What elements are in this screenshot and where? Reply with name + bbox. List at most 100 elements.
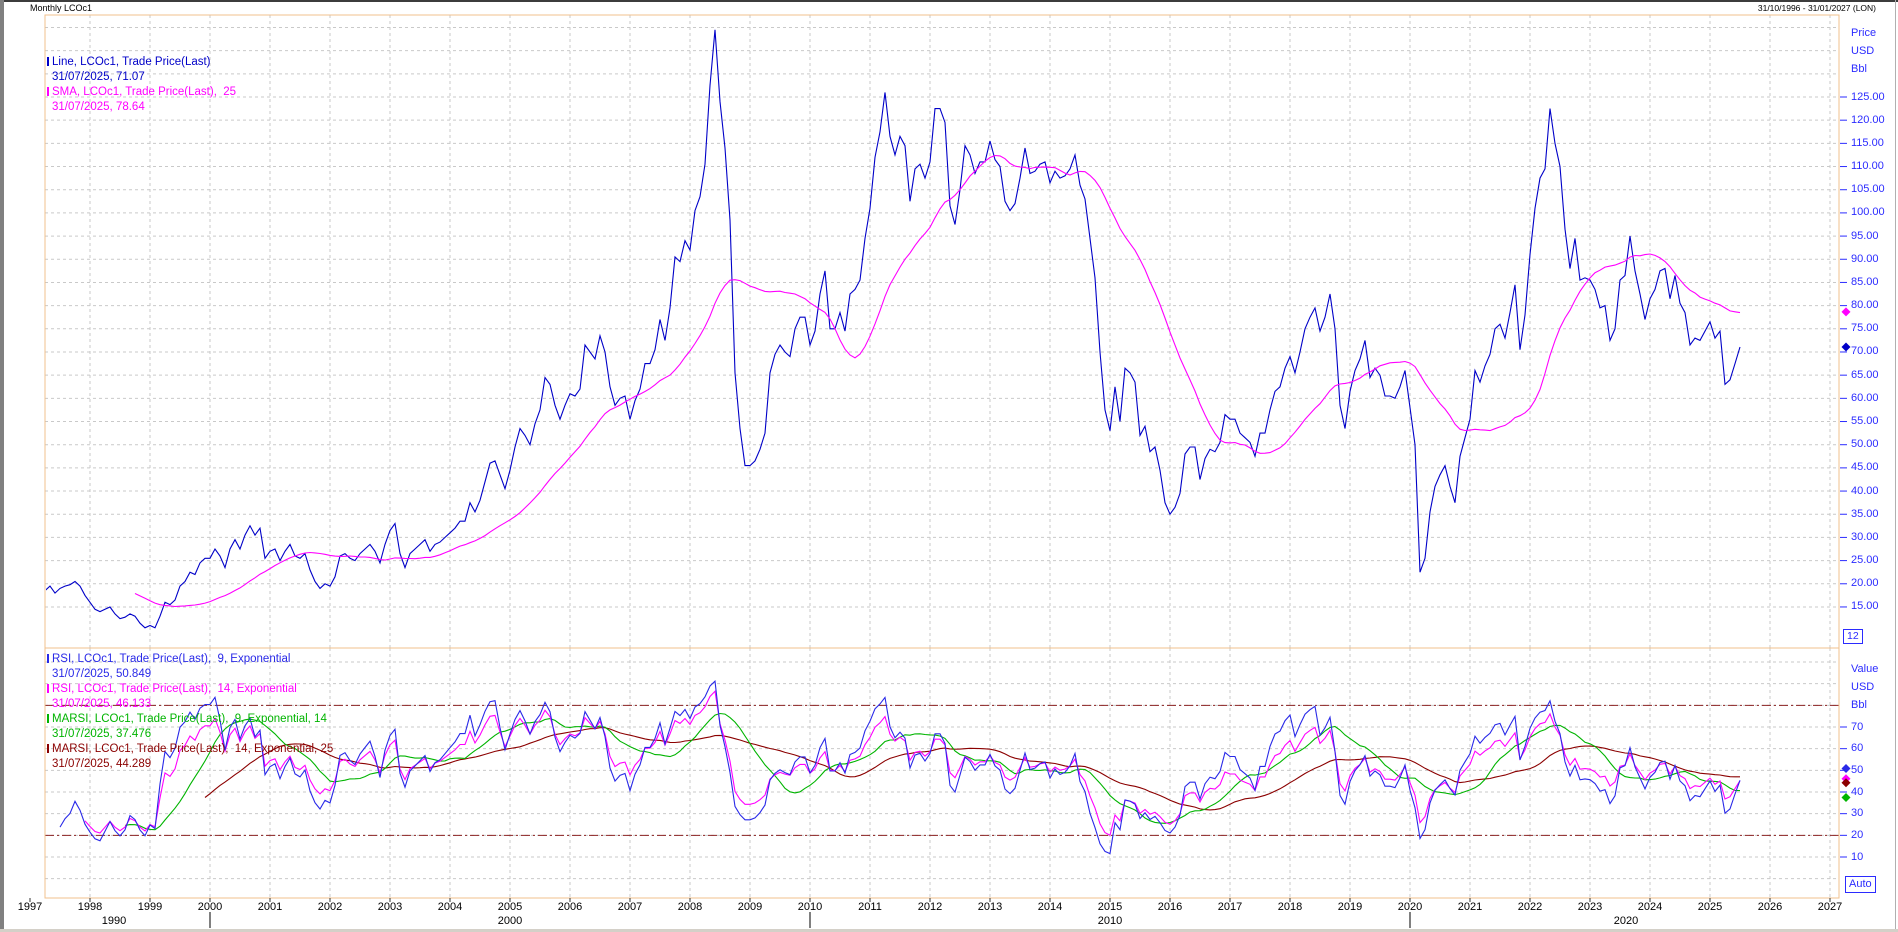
year-label: 2010: [797, 901, 823, 913]
axis-tick-label: 80.00: [1851, 299, 1879, 312]
axis-tick-label: 70: [1851, 720, 1864, 733]
legend-tick-mark: [47, 684, 49, 693]
year-label: 2026: [1757, 901, 1783, 913]
marsi9-line: [124, 712, 1741, 831]
axis-tick-label: 60: [1851, 742, 1864, 755]
year-label: 2004: [437, 901, 463, 913]
year-label: 2007: [617, 901, 643, 913]
decade-label: 2010: [1097, 915, 1123, 927]
axis-tick-label: 75.00: [1851, 322, 1879, 335]
legend-series-label[interactable]: RSI, LCOc1, Trade Price(Last), 14, Expon…: [47, 682, 333, 697]
year-label: 2020: [1397, 901, 1423, 913]
value-axis-title: Value USD Bbl: [1851, 663, 1879, 711]
axis-tick-label: 30: [1851, 807, 1864, 820]
year-label: 2005: [497, 901, 523, 913]
axis-tick-label: 10: [1851, 850, 1864, 863]
axis-tick-label: 125.00: [1851, 90, 1885, 103]
legend-tick-mark: [47, 57, 49, 66]
year-label: 2024: [1637, 901, 1663, 913]
legend-tick-mark: [47, 744, 49, 753]
year-label: 2001: [257, 901, 283, 913]
axis-tick-label: 60.00: [1851, 391, 1879, 404]
decade-label: 2020: [1613, 915, 1639, 927]
year-label: 2019: [1337, 901, 1363, 913]
sma25-line: [134, 154, 1741, 608]
rsi14-line: [84, 690, 1741, 837]
year-label: 2025: [1697, 901, 1723, 913]
year-label: 2011: [858, 901, 882, 913]
axis-tick-label: 40: [1851, 785, 1864, 798]
legend-last-value: 31/07/2025, 37.476: [52, 728, 152, 740]
rsi-panel-legend: RSI, LCOc1, Trade Price(Last), 9, Expone…: [47, 652, 333, 772]
last-value-marker: [1841, 763, 1851, 773]
year-label: 2000: [197, 901, 223, 913]
price-line: [46, 29, 1741, 629]
axis-tick-label: 110.00: [1851, 160, 1884, 173]
axis-tick-label: 85.00: [1851, 275, 1879, 288]
price-axis-title: Price USD Bbl: [1851, 27, 1877, 75]
year-label: 2009: [737, 901, 763, 913]
legend-series-label[interactable]: MARSI, LCOc1, Trade Price(Last), 9, Expo…: [47, 712, 333, 727]
decade-label: 2000: [497, 915, 523, 927]
window-left-edge: [0, 0, 4, 932]
year-label: 2008: [677, 901, 703, 913]
year-label: 2018: [1277, 901, 1303, 913]
decade-label: 1990: [101, 915, 127, 927]
year-label: 2002: [317, 901, 343, 913]
rsi-panel-border: [44, 647, 1840, 899]
legend-series-label[interactable]: MARSI, LCOc1, Trade Price(Last), 14, Exp…: [47, 742, 333, 757]
main-panel-legend: Line, LCOc1, Trade Price(Last) 31/07/2025…: [47, 55, 236, 115]
legend-series-label[interactable]: SMA, LCOc1, Trade Price(Last), 25: [47, 85, 236, 100]
year-label: 2023: [1577, 901, 1603, 913]
window-top-edge: [0, 0, 1898, 2]
axis-tick-label: 55.00: [1851, 415, 1879, 428]
legend-last-value: 31/07/2025, 50.849: [52, 668, 152, 680]
year-label: 1999: [137, 901, 163, 913]
last-value-marker: [1841, 342, 1851, 352]
rsi9-line: [59, 680, 1741, 855]
axis-tick-label: 65.00: [1851, 368, 1879, 381]
legend-tick-mark: [47, 714, 49, 723]
year-label: 2027: [1817, 901, 1843, 913]
legend-series-label[interactable]: Line, LCOc1, Trade Price(Last): [47, 55, 236, 70]
year-label: 2016: [1157, 901, 1183, 913]
axis-tick-label: 95.00: [1851, 229, 1879, 242]
year-label: 2022: [1517, 901, 1543, 913]
year-label: 1997: [17, 901, 43, 913]
marsi14-line: [204, 727, 1740, 811]
legend-last-value: 31/07/2025, 71.07: [52, 71, 145, 83]
axis-tick-label: 90.00: [1851, 252, 1879, 265]
year-label: 2015: [1097, 901, 1123, 913]
legend-tick-mark: [47, 654, 49, 663]
axis-tick-label: 115.00: [1851, 136, 1884, 149]
window-right-edge: [1895, 0, 1896, 932]
last-value-marker: [1841, 778, 1851, 788]
axis-tick-label: 45.00: [1851, 461, 1879, 474]
axis-tick-label: 70.00: [1851, 345, 1879, 358]
panel-scale-box[interactable]: 12: [1843, 629, 1863, 644]
axis-tick-label: 100.00: [1851, 206, 1885, 219]
year-label: 2013: [977, 901, 1003, 913]
year-label: 2021: [1457, 901, 1483, 913]
window-title: Monthly LCOc1: [30, 3, 93, 13]
legend-last-value: 31/07/2025, 44.289: [52, 758, 152, 770]
year-label: 2006: [557, 901, 583, 913]
axis-tick-label: 15.00: [1851, 600, 1879, 613]
axis-tick-label: 105.00: [1851, 183, 1885, 196]
legend-series-label[interactable]: RSI, LCOc1, Trade Price(Last), 9, Expone…: [47, 652, 333, 667]
axis-tick-label: 40.00: [1851, 484, 1879, 497]
auto-scale-button[interactable]: Auto: [1845, 876, 1876, 893]
legend-last-value: 31/07/2025, 78.64: [52, 101, 145, 113]
year-label: 2014: [1037, 901, 1063, 913]
axis-tick-label: 20.00: [1851, 577, 1879, 590]
legend-last-value: 31/07/2025, 46.133: [52, 698, 152, 710]
axis-tick-label: 30.00: [1851, 530, 1879, 543]
date-range-label: 31/10/1996 - 31/01/2027 (LON): [1757, 3, 1876, 13]
year-label: 1998: [77, 901, 103, 913]
last-value-marker: [1841, 307, 1851, 317]
axis-tick-label: 50: [1851, 763, 1864, 776]
legend-tick-mark: [47, 87, 49, 96]
year-label: 2017: [1217, 901, 1243, 913]
